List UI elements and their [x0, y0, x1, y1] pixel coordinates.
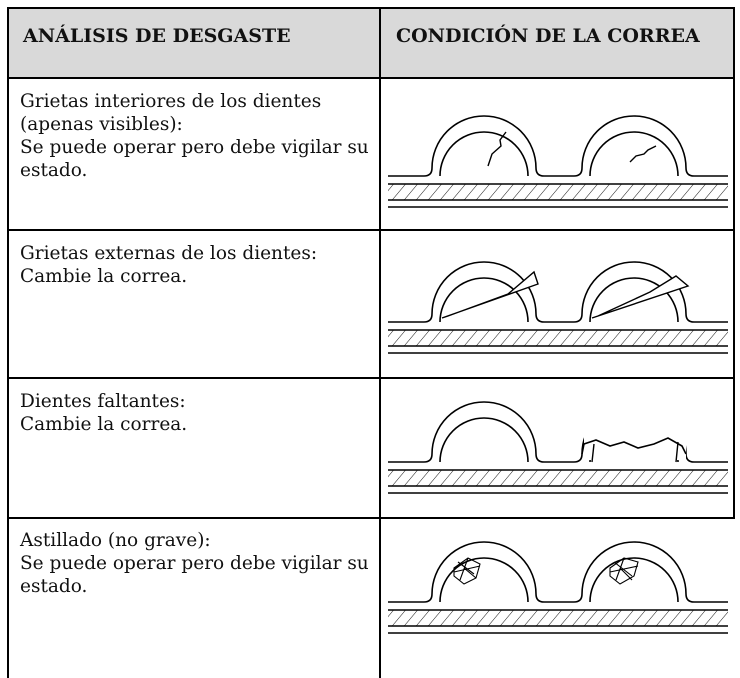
- text-cell: Grietas externas de los dientes: Cambie l…: [8, 232, 379, 288]
- border: [379, 7, 381, 678]
- border: [7, 517, 735, 519]
- text-cell: Astillado (no grave): Se puede operar per…: [8, 519, 379, 598]
- action: Cambie la correa.: [20, 266, 188, 287]
- condition: Grietas interiores de los dientes (apena…: [20, 91, 322, 135]
- condition: Astillado (no grave):: [20, 530, 211, 551]
- belt-illustration: [387, 541, 729, 634]
- header-cell: CONDICIÓN DE LA CORREA: [381, 8, 734, 78]
- belt-illustration: [387, 261, 729, 354]
- header-text: CONDICIÓN DE LA CORREA: [396, 25, 700, 47]
- belt-illustration: [387, 115, 729, 208]
- header-cell: ANÁLISIS DE DESGASTE: [8, 8, 379, 78]
- belt-illustration: [387, 400, 729, 494]
- action: Se puede operar pero debe vigilar su est…: [20, 137, 369, 181]
- action: Se puede operar pero debe vigilar su est…: [20, 553, 369, 597]
- condition: Dientes faltantes:: [20, 391, 186, 412]
- border: [733, 7, 735, 519]
- border: [7, 377, 735, 379]
- text-cell: Dientes faltantes: Cambie la correa.: [8, 380, 379, 436]
- border: [7, 77, 735, 79]
- header-text: ANÁLISIS DE DESGASTE: [23, 25, 291, 47]
- border: [7, 7, 735, 9]
- border: [7, 7, 9, 678]
- action: Cambie la correa.: [20, 414, 188, 435]
- border: [7, 229, 735, 231]
- condition: Grietas externas de los dientes:: [20, 243, 318, 264]
- text-cell: Grietas interiores de los dientes (apena…: [8, 80, 379, 182]
